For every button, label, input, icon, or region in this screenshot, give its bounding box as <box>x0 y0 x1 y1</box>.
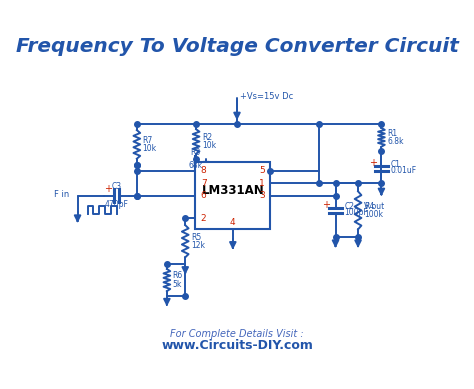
Text: +: + <box>104 184 112 194</box>
Text: 100k: 100k <box>364 210 383 219</box>
Text: 12k: 12k <box>191 241 205 250</box>
Text: 8: 8 <box>201 166 207 175</box>
Text: +Vs=15v Dc: +Vs=15v Dc <box>240 92 293 101</box>
Text: R3: R3 <box>191 148 201 157</box>
Text: Frequency To Voltage Converter Circuit: Frequency To Voltage Converter Circuit <box>16 37 458 56</box>
Text: C2: C2 <box>345 202 355 211</box>
Text: V out: V out <box>364 202 384 211</box>
Text: 6.8k: 6.8k <box>387 137 404 146</box>
Text: 3: 3 <box>259 191 265 200</box>
Text: +: + <box>322 200 330 210</box>
Text: LM331AN: LM331AN <box>201 184 264 197</box>
Text: 10k: 10k <box>143 144 157 153</box>
Text: C3: C3 <box>112 182 122 191</box>
Text: +: + <box>369 158 377 168</box>
Text: F in: F in <box>54 189 69 198</box>
Text: R2: R2 <box>202 133 212 142</box>
Text: 470pF: 470pF <box>105 200 129 209</box>
Text: R7: R7 <box>143 136 153 145</box>
Text: 6: 6 <box>201 191 207 200</box>
Text: 1: 1 <box>259 179 265 188</box>
Text: 100pF: 100pF <box>345 209 368 217</box>
Text: 2: 2 <box>201 214 206 223</box>
Text: C1: C1 <box>391 159 401 168</box>
Text: For Complete Details Visit :: For Complete Details Visit : <box>170 329 304 339</box>
Text: R1: R1 <box>387 129 397 138</box>
Bar <box>195 162 270 229</box>
Text: 5k: 5k <box>173 280 182 289</box>
Text: 68k: 68k <box>189 161 203 170</box>
Text: R6: R6 <box>173 272 183 280</box>
Text: R5: R5 <box>191 233 201 242</box>
Text: 4: 4 <box>230 218 236 227</box>
Text: R4: R4 <box>364 202 374 211</box>
Text: 10k: 10k <box>202 141 216 150</box>
Text: 7: 7 <box>201 179 207 188</box>
Text: www.Circuits-DIY.com: www.Circuits-DIY.com <box>161 339 313 352</box>
Text: 0.01uF: 0.01uF <box>391 166 417 175</box>
Text: 5: 5 <box>259 166 265 175</box>
